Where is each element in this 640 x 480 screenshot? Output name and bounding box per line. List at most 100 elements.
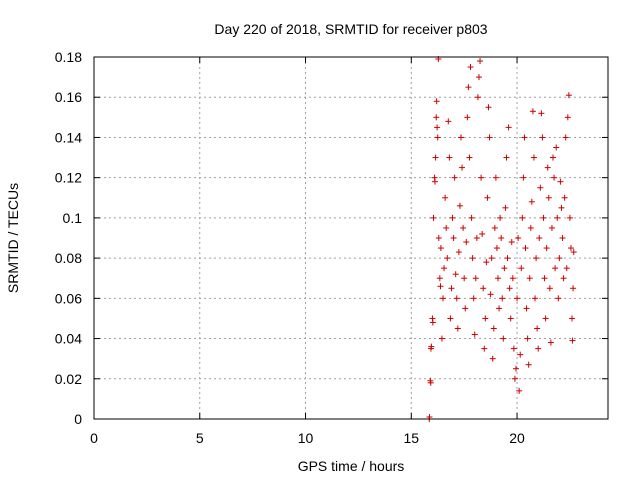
data-point [430,214,437,221]
data-point [437,283,444,290]
data-point [529,108,536,115]
y-tick-label: 0 [74,411,82,427]
data-point [501,265,508,272]
y-tick-label: 0.04 [55,331,82,347]
data-point [536,235,543,241]
data-point [493,245,500,252]
data-point [443,224,450,231]
x-tick-label: 5 [196,430,204,446]
data-point [441,265,448,272]
data-point [473,235,480,241]
data-point [482,315,489,322]
data-point [534,325,541,332]
y-tick-label: 0.16 [55,89,82,105]
data-point [567,245,574,252]
data-point [565,92,572,99]
data-point [486,134,493,141]
data-points [426,56,577,422]
data-point [548,224,555,231]
data-point [436,275,443,282]
y-axis-label: SRMTID / TECUs [5,183,21,293]
data-point [544,164,551,171]
data-point [510,345,517,352]
data-point [526,275,533,282]
x-tick-label: 15 [403,430,419,446]
data-point [490,325,497,332]
data-point [538,110,545,117]
data-point [504,255,511,262]
data-point [515,235,522,241]
data-point [459,164,466,171]
data-point [464,114,471,121]
data-point [450,235,457,241]
data-point [553,144,560,151]
data-point [463,239,470,246]
data-point [477,58,484,65]
data-point [517,351,524,358]
data-point [530,154,537,161]
data-point [554,214,561,221]
data-point [497,214,504,221]
data-point [488,255,495,262]
y-tick-label: 0.08 [55,250,82,266]
data-point [440,295,447,302]
data-point [560,275,567,282]
data-point [467,64,474,71]
data-point [491,224,498,231]
data-point [569,315,576,322]
data-point [474,94,481,101]
data-point [438,335,445,342]
data-point [435,235,442,241]
data-point [507,315,514,322]
data-point [433,114,440,121]
data-point [442,194,449,201]
data-point [492,174,499,181]
data-point [427,379,434,386]
data-point [462,305,469,312]
data-point [452,271,459,278]
data-point [541,275,548,282]
data-point [523,305,530,312]
data-point [505,124,512,131]
data-point [558,204,565,211]
data-point [461,275,468,282]
data-point [506,285,513,292]
data-point [503,154,510,161]
data-point [564,114,571,121]
data-point [468,214,475,221]
data-point [508,239,515,246]
data-point [522,245,529,252]
data-point [448,285,455,292]
data-point [562,134,569,141]
data-point [543,245,550,252]
data-point [528,198,535,205]
data-point [546,285,553,292]
data-point [552,265,559,272]
data-point [487,291,494,298]
data-point [520,174,527,181]
data-point [512,365,519,372]
data-point [551,174,558,181]
data-point [472,275,479,282]
y-tick-label: 0.02 [55,371,82,387]
data-point [445,118,452,125]
x-tick-label: 0 [90,430,98,446]
data-point [566,214,573,221]
data-point [471,331,478,338]
x-tick-label: 10 [298,430,314,446]
data-point [475,74,482,81]
y-tick-label: 0.14 [55,129,82,145]
data-point [447,315,454,322]
data-point [444,255,451,262]
data-point [449,214,456,221]
y-tick-label: 0.06 [55,290,82,306]
data-point [500,335,507,342]
data-point [451,174,458,181]
data-point [428,343,435,350]
data-point [535,345,542,352]
data-point [466,154,473,161]
data-point [437,245,444,252]
data-point [537,184,544,191]
data-point [480,285,487,292]
data-point [479,230,486,237]
